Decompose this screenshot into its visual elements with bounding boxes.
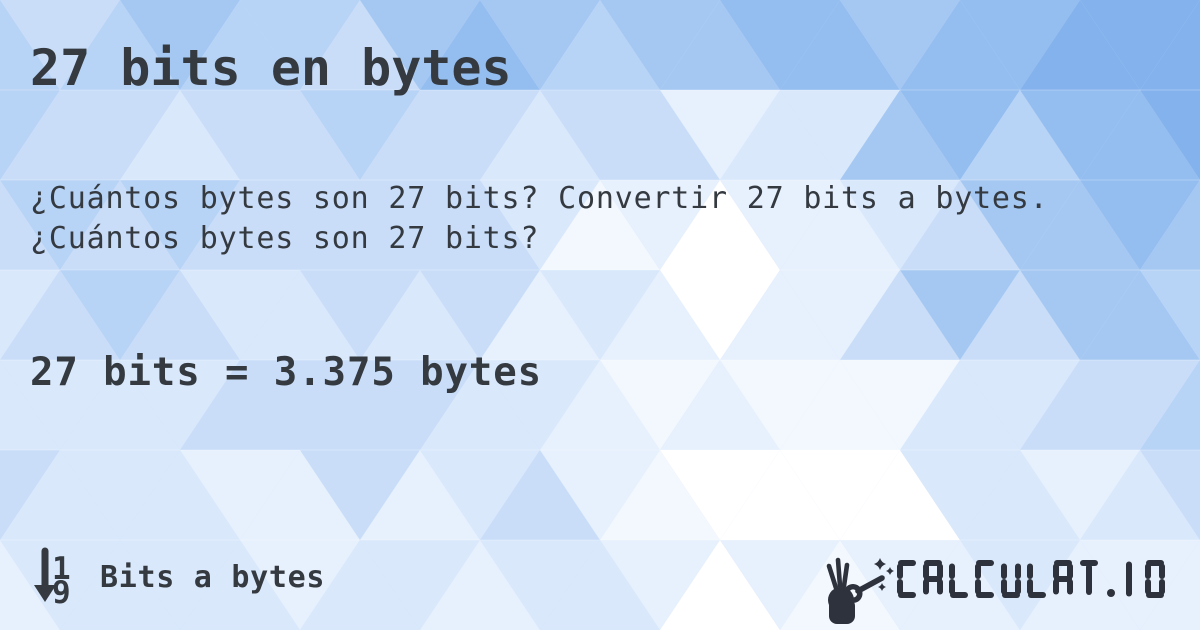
brand-logo-text — [897, 560, 1165, 598]
conversion-result: 27 bits = 3.375 bytes — [30, 350, 542, 395]
hand-magic-wand-icon — [826, 557, 894, 624]
question-text: ¿Cuántos bytes son 27 bits? Convertir 27… — [30, 181, 1049, 256]
page-title: 27 bits en bytes — [30, 39, 512, 97]
down-arrow-icon — [34, 547, 56, 602]
sort-icon-bottom-digit: 9 — [52, 575, 71, 608]
sort-numeric-down-icon: 1 9 — [34, 547, 71, 608]
category-label: Bits a bytes — [100, 560, 326, 595]
sort-icon-top-digit: 1 — [52, 551, 71, 587]
